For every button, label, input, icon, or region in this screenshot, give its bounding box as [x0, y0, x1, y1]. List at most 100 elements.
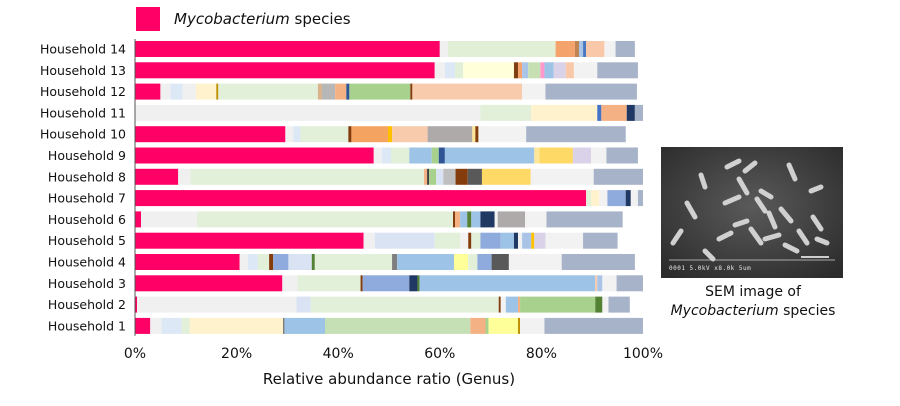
bar-segment-other	[540, 62, 545, 79]
bar-segment-other	[586, 41, 605, 57]
bar-segment-other	[189, 317, 284, 334]
legend-swatch	[136, 7, 160, 31]
bar-segment-other	[471, 211, 481, 228]
bar-segment-other	[545, 83, 637, 100]
bar-segment-other	[513, 62, 519, 79]
bar-segment-other	[427, 126, 473, 143]
bar-segment-other	[634, 104, 643, 121]
bar-segment-other	[518, 317, 521, 334]
category-label: Household 9	[48, 148, 126, 163]
bar-segment-other	[455, 211, 461, 228]
bar-segment-other	[475, 126, 479, 143]
bar-segment-other	[471, 232, 481, 249]
category-label: Household 14	[40, 42, 126, 57]
bar-segment-other	[397, 254, 455, 270]
bar-segment-other	[293, 126, 301, 143]
bar-segment-other	[518, 296, 521, 313]
bar-segment-other	[137, 296, 297, 313]
bar-segment-other	[141, 211, 197, 228]
x-tick-label: 100%	[623, 346, 663, 362]
bar-segment-other	[606, 147, 638, 164]
bar-segment-other	[546, 211, 623, 228]
sem-image: 0001 5.0kV x8.0k 5um	[661, 147, 843, 278]
bar-segment-other	[481, 168, 531, 185]
bar-segment-other	[561, 254, 635, 270]
bar-segment-other	[160, 83, 171, 100]
bar-segment-other	[602, 275, 617, 292]
bar-segment-other	[553, 62, 566, 79]
bar-segment-other	[637, 190, 643, 207]
category-label: Household 4	[48, 255, 126, 270]
bar-segment-other	[296, 296, 311, 313]
bar-segment-other	[387, 126, 393, 143]
bar-segment-other	[531, 104, 598, 121]
bar-segment-other	[178, 168, 191, 185]
bar-segment-other	[195, 83, 217, 100]
category-label: Household 2	[48, 297, 126, 312]
bar-segment-other	[374, 232, 435, 249]
bar-segment-other	[349, 83, 411, 100]
bar-segment-other	[497, 211, 526, 228]
bar-segment-other	[468, 254, 478, 270]
bar-segment-other	[583, 41, 587, 57]
bar-segment-other	[161, 317, 182, 334]
bar-segment-other	[625, 190, 631, 207]
bar-segment-other	[181, 317, 190, 334]
bar-segment-other	[170, 83, 183, 100]
bar-segment-other	[351, 126, 388, 143]
bar-segment-other	[583, 232, 618, 249]
bar-segment-other	[438, 147, 445, 164]
bar-segment-other	[443, 168, 456, 185]
bar-segment-other	[565, 62, 574, 79]
bar-segment-other	[314, 254, 393, 270]
bar-segment-other	[311, 254, 315, 270]
bar-segment-other	[392, 254, 398, 270]
bar-segment-other	[247, 254, 258, 270]
bar-segment-other	[601, 104, 627, 121]
bar-segment-other	[317, 83, 322, 100]
bar-mycobacterium	[135, 126, 286, 143]
bar-segment-other	[470, 317, 486, 334]
legend-label-genus: Mycobacterium	[174, 10, 290, 28]
bar-segment-other	[321, 83, 336, 100]
category-label: Household 8	[48, 169, 126, 184]
bar-segment-other	[360, 275, 363, 292]
bar-segment-other	[417, 275, 420, 292]
bar-segment-other	[346, 83, 350, 100]
bar-segment-other	[513, 232, 519, 249]
bar-segment-other	[478, 126, 527, 143]
bar-segment-other	[135, 104, 481, 121]
bar-segment-other	[500, 296, 506, 313]
legend: Mycobacterium species	[136, 7, 351, 31]
sem-caption-genus: Mycobacterium	[670, 303, 779, 319]
bar-segment-other	[439, 41, 448, 57]
category-label: Household 5	[48, 233, 126, 248]
bar-segment-other	[335, 83, 347, 100]
bar-segment-other	[257, 254, 270, 270]
bar-segment-other	[545, 232, 552, 249]
bar-segment-other	[539, 147, 573, 164]
bar-segment-other	[239, 254, 248, 270]
bar-segment-other	[196, 211, 454, 228]
sem-info-bar: 0001 5.0kV x8.0k 5um	[669, 265, 752, 272]
bar-segment-other	[285, 126, 294, 143]
category-label: Household 13	[40, 63, 126, 78]
bar-segment-other	[500, 232, 514, 249]
bar-segment-other	[522, 232, 532, 249]
bar-segment-other	[434, 62, 445, 79]
bar-segment-other	[182, 83, 196, 100]
bar-segment-other	[477, 254, 492, 270]
bar-segment-other	[595, 296, 603, 313]
bar-segment-other	[551, 232, 584, 249]
bar-segment-other	[409, 147, 432, 164]
bar-segment-other	[591, 147, 607, 164]
bar-segment-other	[467, 211, 472, 228]
bar-segment-other	[444, 147, 535, 164]
bar-segment-other	[591, 190, 600, 207]
bar-segment-other	[460, 232, 469, 249]
category-label: Household 7	[48, 191, 126, 206]
bar-segment-other	[392, 126, 428, 143]
bar-segment-other	[150, 317, 162, 334]
bar-segment-other	[526, 126, 626, 143]
